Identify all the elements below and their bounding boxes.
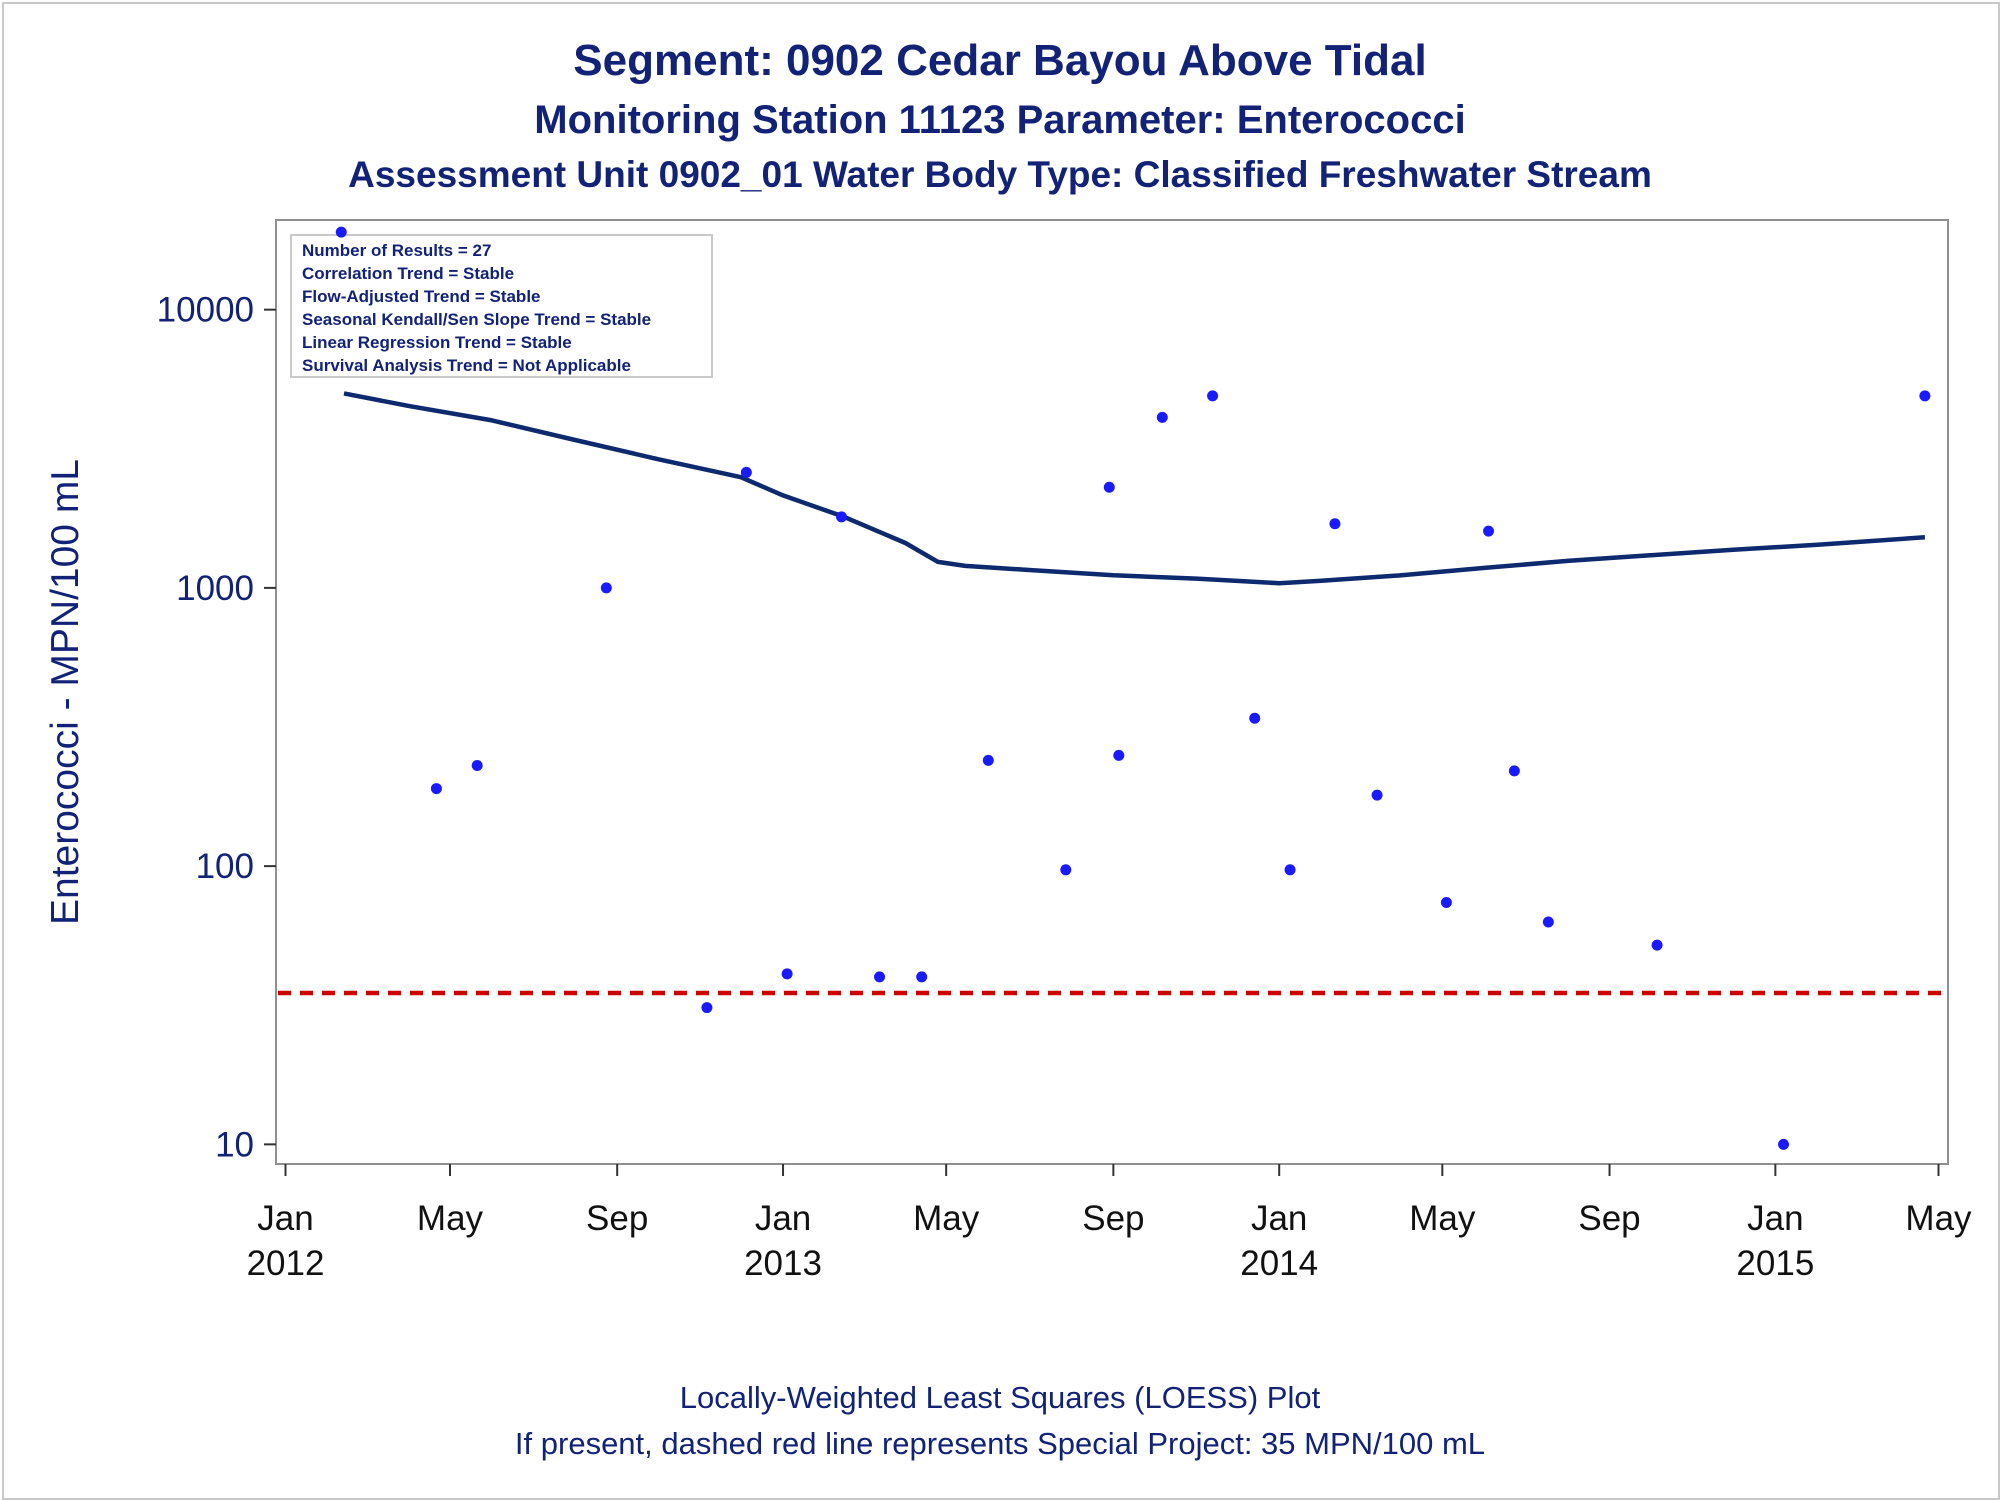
data-point bbox=[1778, 1138, 1790, 1150]
data-point bbox=[1207, 390, 1219, 402]
data-point bbox=[600, 582, 612, 594]
chart-title: Segment: 0902 Cedar Bayou Above Tidal bbox=[573, 36, 1427, 85]
data-points bbox=[335, 226, 1931, 1150]
x-tick-year-label: 2014 bbox=[1240, 1244, 1318, 1283]
data-point bbox=[740, 466, 752, 478]
data-point bbox=[335, 226, 347, 238]
loess-curve bbox=[343, 391, 1926, 586]
loess-line-group bbox=[343, 391, 1926, 586]
x-tick-year-label: 2012 bbox=[247, 1244, 325, 1283]
data-point bbox=[1440, 897, 1452, 909]
y-axis-label: Enterococci - MPN/100 mL bbox=[44, 459, 87, 925]
axes: 10 100 1000 10000 Jan 2012 May Sep Jan 2013 May Sep… bbox=[157, 291, 1972, 1283]
data-point bbox=[1113, 749, 1125, 761]
data-point bbox=[471, 759, 483, 771]
data-point bbox=[1060, 864, 1072, 876]
x-tick-label: Jan bbox=[1747, 1199, 1803, 1238]
data-point bbox=[1284, 864, 1296, 876]
legend-box bbox=[290, 234, 713, 378]
data-point bbox=[1329, 518, 1341, 530]
footer-reference-note: If present, dashed red line represents S… bbox=[514, 1426, 1486, 1461]
x-tick-label: May bbox=[1905, 1199, 1972, 1238]
x-tick-label: Sep bbox=[1082, 1199, 1144, 1238]
legend: Number of Results = 27 Correlation Trend … bbox=[302, 241, 651, 375]
x-tick-year-label: 2013 bbox=[744, 1244, 822, 1283]
legend-line: Number of Results = 27 bbox=[302, 241, 491, 260]
x-tick-label: Jan bbox=[755, 1199, 811, 1238]
legend-line: Survival Analysis Trend = Not Applicable bbox=[302, 356, 631, 375]
data-point bbox=[835, 511, 847, 523]
x-tick-label: May bbox=[417, 1199, 484, 1238]
data-point bbox=[1651, 939, 1663, 951]
data-point bbox=[1542, 916, 1554, 928]
x-tick-year-label: 2015 bbox=[1736, 1244, 1814, 1283]
data-point bbox=[1103, 481, 1115, 493]
data-point bbox=[781, 968, 793, 980]
data-point bbox=[701, 1002, 713, 1014]
y-tick-label: 10 bbox=[215, 1125, 254, 1164]
x-tick-label: May bbox=[1409, 1199, 1476, 1238]
legend-line: Linear Regression Trend = Stable bbox=[302, 333, 572, 352]
data-point bbox=[1371, 789, 1383, 801]
y-tick-label: 1000 bbox=[176, 569, 254, 608]
y-tick-label: 10000 bbox=[157, 291, 254, 330]
chart-subtitle-assessment: Assessment Unit 0902_01 Water Body Type:… bbox=[348, 154, 1652, 195]
data-point bbox=[1919, 390, 1931, 402]
x-tick-label: Sep bbox=[1578, 1199, 1640, 1238]
data-point bbox=[1508, 765, 1520, 777]
data-point bbox=[1249, 712, 1261, 724]
x-tick-label: May bbox=[913, 1199, 980, 1238]
footer-plot-type: Locally-Weighted Least Squares (LOESS) P… bbox=[679, 1380, 1321, 1415]
chart-subtitle-station: Monitoring Station 11123 Parameter: Ente… bbox=[534, 98, 1466, 142]
y-tick-label: 100 bbox=[196, 847, 254, 886]
legend-line: Flow-Adjusted Trend = Stable bbox=[302, 287, 541, 306]
data-point bbox=[430, 783, 442, 795]
data-point bbox=[982, 754, 994, 766]
data-point bbox=[1156, 411, 1168, 423]
x-tick-label: Sep bbox=[586, 1199, 648, 1238]
x-tick-label: Jan bbox=[257, 1199, 313, 1238]
data-point bbox=[916, 971, 928, 983]
data-point bbox=[874, 971, 886, 983]
data-point bbox=[1483, 525, 1495, 537]
legend-line: Seasonal Kendall/Sen Slope Trend = Stabl… bbox=[302, 310, 651, 329]
x-tick-label: Jan bbox=[1251, 1199, 1307, 1238]
legend-line: Correlation Trend = Stable bbox=[302, 264, 514, 283]
